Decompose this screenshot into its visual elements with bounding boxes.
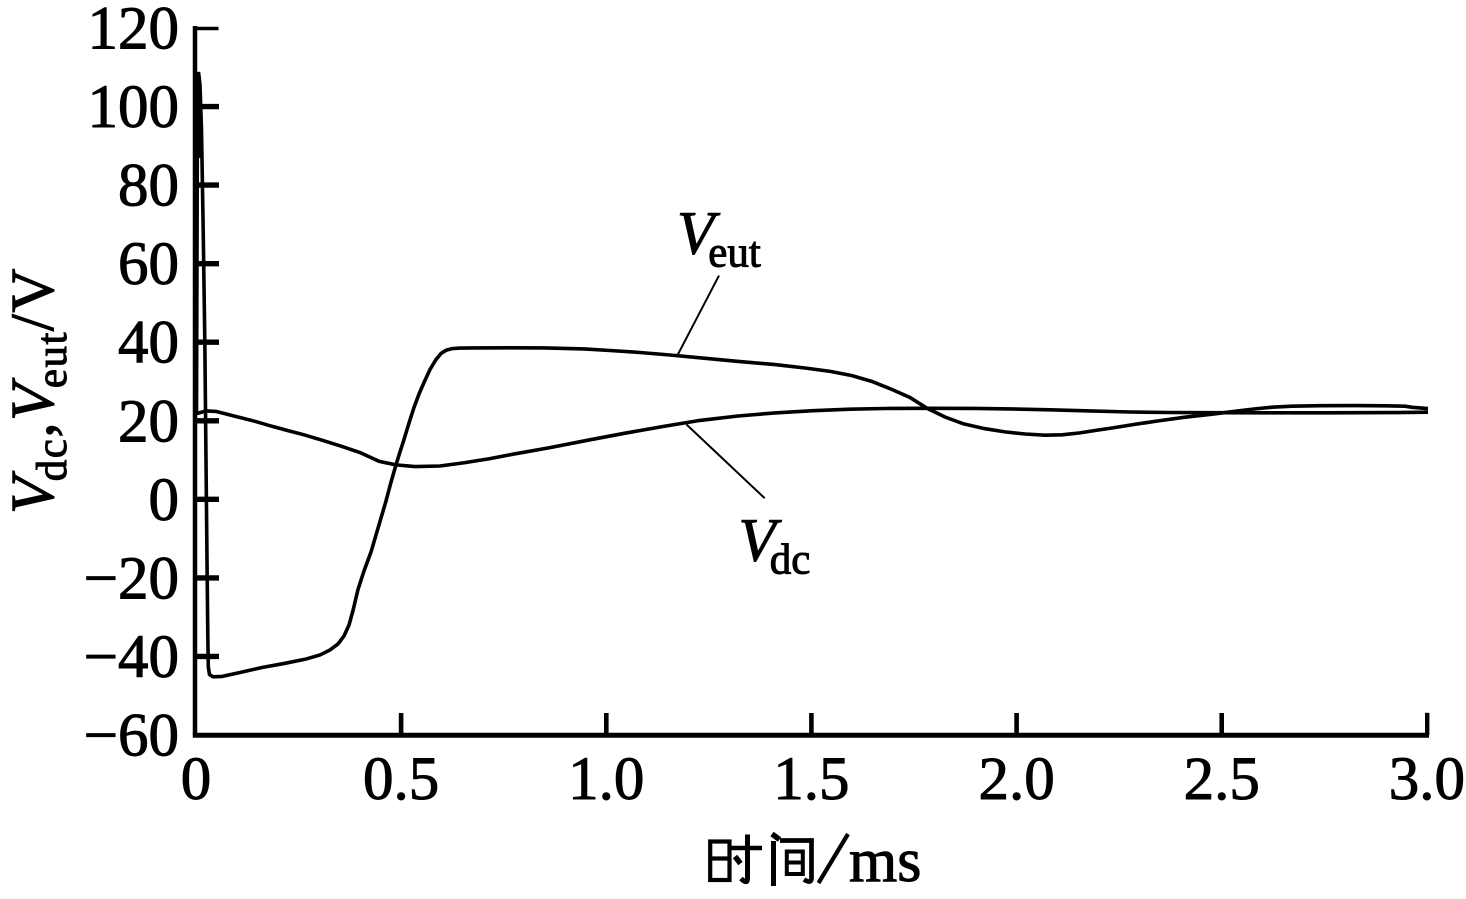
svg-text:60: 60	[118, 231, 179, 298]
svg-text:40: 40	[118, 310, 179, 377]
svg-text:0: 0	[181, 746, 212, 813]
svg-text:1.0: 1.0	[568, 746, 644, 813]
svg-text:20: 20	[118, 388, 179, 455]
svg-text:80: 80	[118, 153, 179, 220]
svg-text:−20: −20	[84, 545, 179, 612]
svg-text:ms: ms	[849, 827, 921, 895]
svg-text:−60: −60	[84, 703, 179, 770]
svg-text:1.5: 1.5	[773, 746, 849, 813]
svg-text:0.5: 0.5	[363, 746, 439, 813]
svg-text:0: 0	[149, 467, 180, 534]
svg-text:100: 100	[88, 74, 180, 141]
svg-text:Vdc,Veut/V: Vdc,Veut/V	[0, 267, 76, 514]
svg-text:120: 120	[88, 0, 180, 63]
svg-text:Vdc: Vdc	[739, 508, 811, 584]
svg-text:3.0: 3.0	[1389, 746, 1465, 813]
svg-text:−40: −40	[84, 624, 179, 691]
svg-text:2.0: 2.0	[978, 746, 1054, 813]
svg-text:2.5: 2.5	[1184, 746, 1260, 813]
